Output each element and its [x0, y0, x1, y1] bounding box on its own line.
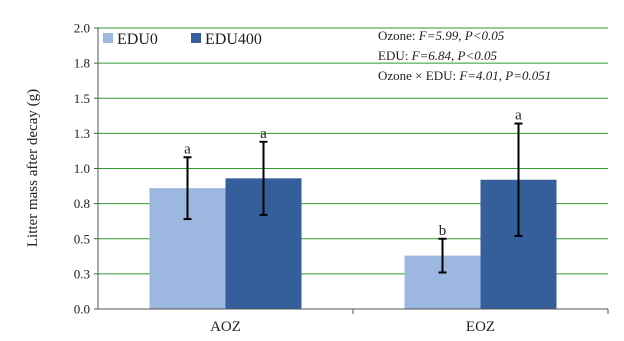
x-tick-label: EOZ [466, 319, 495, 335]
significance-letter: a [260, 126, 267, 142]
interaction-stat-label: Ozone × EDU: [378, 68, 459, 83]
significance-letter: b [439, 223, 447, 239]
svg-text:Ozone: F=5.99, P<0.05: Ozone: F=5.99, P<0.05 [378, 28, 505, 43]
y-tick-label: 1.5 [74, 91, 90, 106]
ozone-stat-label: Ozone: [378, 28, 419, 43]
edu-stat-label: EDU: [378, 48, 412, 63]
x-ticks: AOZ EOZ [210, 309, 609, 335]
interaction-stat-value: F=4.01, P=0.051 [458, 68, 551, 83]
y-tick-label: 2.0 [74, 21, 90, 36]
legend-swatch-edu400 [191, 33, 201, 43]
y-tick-label: 1.3 [74, 126, 90, 141]
y-tick-label: 0.0 [74, 302, 90, 317]
bars [149, 178, 557, 309]
y-tick-label: 0.8 [74, 196, 90, 211]
y-tick-label: 0.5 [74, 231, 90, 246]
y-tick-label: 1.8 [74, 56, 90, 71]
legend: EDU0 EDU400 [103, 31, 262, 48]
significance-letter: a [515, 108, 522, 124]
y-ticks: 0.0 0.3 0.5 0.8 1.0 1.3 1.5 1.8 2.0 [74, 21, 98, 317]
svg-text:EDU: F=6.84, P<0.05: EDU: F=6.84, P<0.05 [378, 48, 498, 63]
legend-label-edu400: EDU400 [205, 31, 262, 48]
ozone-stat-value: F=5.99, P<0.05 [418, 28, 505, 43]
svg-text:Ozone × EDU: F=4.01, P=0.051: Ozone × EDU: F=4.01, P=0.051 [378, 68, 551, 83]
legend-label-edu0: EDU0 [117, 31, 158, 48]
stats-annotation: Ozone: F=5.99, P<0.05 EDU: F=6.84, P<0.0… [378, 28, 551, 83]
edu-stat-value: F=6.84, P<0.05 [411, 48, 498, 63]
error-bars: a a b a [183, 108, 523, 274]
y-tick-label: 1.0 [74, 161, 90, 176]
significance-letter: a [184, 141, 191, 157]
legend-swatch-edu0 [103, 33, 113, 43]
y-tick-label: 0.3 [74, 266, 90, 281]
x-tick-label: AOZ [210, 319, 241, 335]
y-axis-label: Litter mass after decay (g) [25, 89, 41, 247]
